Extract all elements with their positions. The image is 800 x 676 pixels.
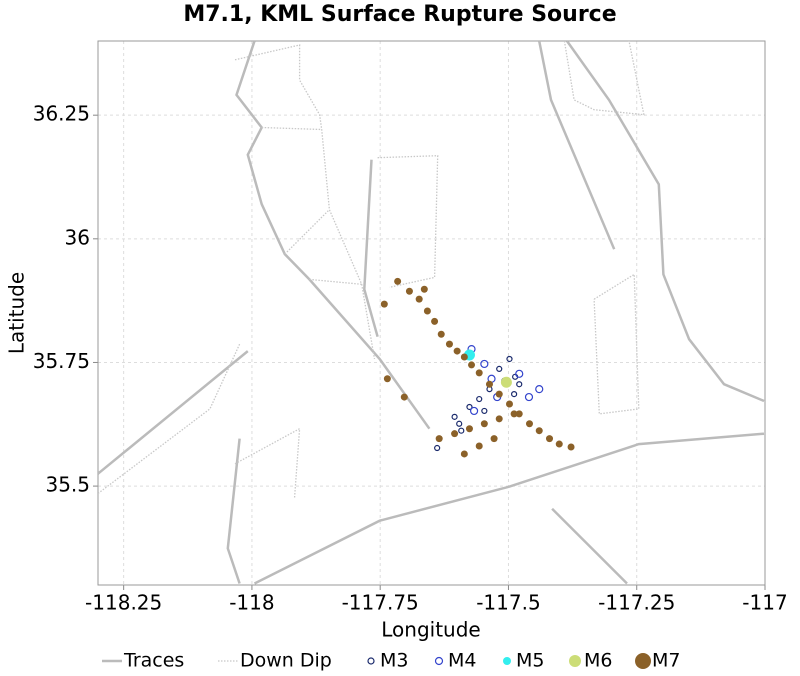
event-marker xyxy=(555,440,563,448)
event-marker xyxy=(420,285,428,293)
x-tick-label: -117.25 xyxy=(598,591,675,615)
event-marker xyxy=(524,392,534,402)
event-marker xyxy=(435,435,443,443)
x-tick-label: -117.75 xyxy=(342,591,419,615)
event-marker xyxy=(511,391,518,398)
event-marker xyxy=(480,359,489,369)
event-marker xyxy=(496,365,503,372)
event-marker xyxy=(460,450,468,458)
legend-dot xyxy=(635,653,651,669)
event-marker xyxy=(510,410,518,418)
event-marker xyxy=(480,420,488,428)
event-marker xyxy=(475,369,483,377)
legend-label: M3 xyxy=(380,650,408,672)
event-marker xyxy=(451,413,458,420)
event-marker xyxy=(456,420,463,427)
x-axis-label: Longitude xyxy=(381,618,480,642)
event-marker xyxy=(567,443,575,451)
legend-label: Down Dip xyxy=(240,650,332,672)
event-marker xyxy=(445,340,453,348)
event-marker xyxy=(525,420,533,428)
x-tick-label: -117.5 xyxy=(476,591,540,615)
event-marker xyxy=(434,444,441,452)
event-marker xyxy=(516,381,523,388)
event-marker xyxy=(535,385,544,394)
event-marker xyxy=(469,406,479,416)
event-marker xyxy=(423,307,431,315)
event-marker xyxy=(515,369,524,378)
plot-frame xyxy=(97,40,766,586)
event-marker xyxy=(383,375,391,383)
legend-symbol xyxy=(635,653,651,669)
y-tick-label: 36 xyxy=(65,225,90,249)
event-marker xyxy=(495,390,503,398)
plot-area: -118.25 -118 -117.75 -117.5 -117.25 -117 35.5 3… xyxy=(33,40,788,615)
event-marker xyxy=(505,400,513,408)
event-marker xyxy=(458,427,465,434)
event-marker xyxy=(476,395,483,403)
event-marker xyxy=(546,435,554,443)
event-marker xyxy=(437,330,445,338)
event-marker xyxy=(380,300,388,308)
legend-symbol xyxy=(503,657,511,665)
event-marker xyxy=(535,427,543,435)
event-marker xyxy=(515,410,523,418)
y-tick-label: 36.25 xyxy=(33,102,90,126)
event-marker xyxy=(460,353,468,361)
legend-symbol xyxy=(367,657,375,665)
legend-dot xyxy=(569,655,581,667)
y-tick-label: 35.75 xyxy=(33,349,90,373)
event-marker xyxy=(400,393,408,401)
event-marker xyxy=(466,403,473,411)
event-marker xyxy=(465,425,473,433)
legend-label: Traces xyxy=(123,650,184,672)
legend-label: M5 xyxy=(516,650,544,672)
event-marker xyxy=(495,415,503,423)
legend-label: M7 xyxy=(652,650,680,672)
fault-trace xyxy=(98,41,765,585)
event-marker xyxy=(490,435,498,443)
x-tick-label: -117 xyxy=(742,591,787,615)
x-tick-label: -118.25 xyxy=(85,591,162,615)
event-marker xyxy=(405,287,413,295)
event-marker xyxy=(431,317,439,325)
legend-label: M6 xyxy=(584,650,612,672)
event-marker xyxy=(485,380,493,388)
y-tick-label: 35.5 xyxy=(45,473,90,497)
event-marker xyxy=(500,376,512,388)
legend-dot xyxy=(434,656,444,666)
legend-dot xyxy=(367,657,375,665)
legend-symbol xyxy=(434,656,444,666)
event-marker xyxy=(481,407,488,415)
x-tick-label: -118 xyxy=(229,591,274,615)
legend-symbol xyxy=(569,655,581,667)
event-marker xyxy=(506,355,513,363)
event-marker xyxy=(394,277,402,285)
event-marker xyxy=(415,295,423,303)
event-marker xyxy=(451,430,459,438)
legend: Traces Down Dip M3 M4 M5 M6 M7 xyxy=(102,650,680,672)
chart-title: M7.1, KML Surface Rupture Source xyxy=(183,2,616,27)
legend-dot xyxy=(503,657,511,665)
down-dip-line xyxy=(98,41,645,499)
legend-label: M4 xyxy=(448,650,476,672)
event-marker xyxy=(468,361,476,369)
y-axis-label: Latitude xyxy=(5,272,29,354)
event-marker xyxy=(475,442,483,450)
event-marker xyxy=(453,347,461,355)
